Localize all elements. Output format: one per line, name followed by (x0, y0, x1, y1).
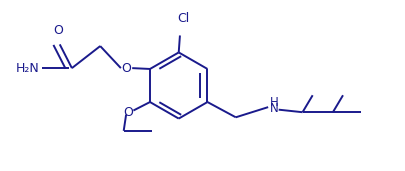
Text: H₂N: H₂N (16, 62, 39, 75)
Text: N: N (269, 102, 278, 115)
Text: H: H (269, 96, 278, 109)
Text: O: O (53, 24, 62, 37)
Text: Cl: Cl (177, 12, 189, 25)
Text: O: O (121, 62, 131, 75)
Text: O: O (122, 106, 132, 119)
